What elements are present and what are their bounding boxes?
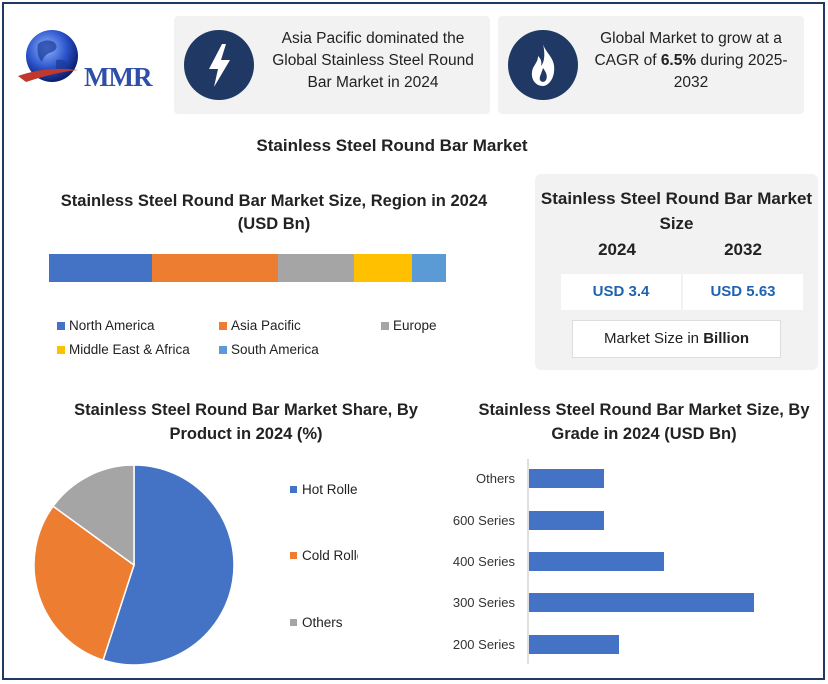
card-text: Global Market to grow at a CAGR of 6.5% … [584, 28, 798, 94]
value-2032: USD 5.63 [683, 274, 803, 310]
legend-swatch [219, 321, 227, 330]
legend-swatch [57, 321, 65, 330]
info-card-asia-pacific: Asia Pacific dominated the Global Stainl… [174, 16, 490, 114]
region-segment-south-america [412, 254, 446, 282]
card-text-post: during 2025-2032 [673, 52, 788, 91]
region-chart-title: Stainless Steel Round Bar Market Size, R… [60, 192, 488, 233]
tick-label-others: Others [476, 471, 516, 486]
product-pie-chart: Hot Rolled Cold Rolled Others [33, 464, 358, 666]
legend-label: North America [69, 318, 155, 333]
legend-swatch [57, 345, 65, 354]
legend-item-hot-rolled: Hot Rolled [302, 482, 358, 497]
tick-label-600-series: 600 Series [453, 513, 516, 528]
region-segment-north-america [49, 254, 152, 282]
pie-slice-hot-rolled [102, 464, 235, 666]
year-2032: 2032 [724, 240, 762, 259]
legend-item-asia-pacific: Asia Pacific [219, 318, 301, 333]
bar-200-series [529, 635, 619, 654]
tick-label-400-series: 400 Series [453, 554, 516, 569]
legend-label: Asia Pacific [231, 318, 301, 333]
value-2024: USD 3.4 [561, 274, 681, 310]
unit-label: Market Size in Billion [572, 320, 781, 358]
legend-swatch [290, 619, 297, 626]
bar-300-series [529, 593, 754, 612]
card-text-pre: Global Market to grow at a CAGR of [594, 30, 782, 69]
main-title: Stainless Steel Round Bar Market [256, 136, 528, 155]
cagr-value: 6.5% [660, 52, 697, 69]
unit-label-bold: Billion [703, 330, 750, 347]
legend-item-north-america: North America [57, 318, 155, 333]
market-size-box: Stainless Steel Round Bar Market Size 20… [535, 174, 818, 370]
pie-slice-cold-rolled [33, 505, 135, 662]
tick-label-200-series: 200 Series [453, 637, 516, 652]
region-segment-europe [277, 254, 354, 282]
market-size-title: Stainless Steel Round Bar Market Size [540, 189, 813, 233]
card-text: Asia Pacific dominated the Global Stainl… [272, 30, 474, 91]
legend-swatch [290, 552, 297, 559]
region-stacked-bar [49, 254, 446, 282]
legend-item-cold-rolled: Cold Rolled [302, 548, 358, 563]
globe-icon [18, 30, 78, 82]
legend-swatch [290, 486, 297, 493]
grade-bar-chart: Others 600 Series 400 Series 300 Series 200 … [453, 459, 754, 664]
info-card-cagr: Global Market to grow at a CAGR of 6.5% … [498, 16, 804, 114]
tick-label-300-series: 300 Series [453, 595, 516, 610]
legend-item-middle-east-africa: Middle East & Africa [57, 342, 190, 357]
logo-text: MMR [84, 62, 152, 92]
legend-swatch [219, 345, 227, 354]
legend-label: Europe [393, 318, 437, 333]
lightning-icon [184, 30, 254, 100]
legend-label: South America [231, 342, 319, 357]
region-segment-asia-pacific [151, 254, 278, 282]
grade-chart-title: Stainless Steel Round Bar Market Size, B… [478, 401, 810, 443]
bar-others [529, 469, 604, 488]
legend-item-europe: Europe [381, 318, 437, 333]
region-segment-middle-east-africa [353, 254, 413, 282]
legend-item-others: Others [302, 615, 343, 630]
pie-slice-others [52, 464, 135, 567]
mmr-logo: MMR [16, 26, 166, 96]
year-2024: 2024 [598, 240, 636, 259]
bar-400-series [529, 552, 664, 571]
legend-swatch [381, 321, 389, 330]
unit-label-pre: Market Size in [603, 330, 704, 347]
product-chart-title: Stainless Steel Round Bar Market Share, … [74, 401, 418, 443]
legend-item-south-america: South America [219, 342, 319, 357]
bar-600-series [529, 511, 604, 530]
flame-icon [508, 30, 578, 100]
legend-label: Middle East & Africa [69, 342, 190, 357]
